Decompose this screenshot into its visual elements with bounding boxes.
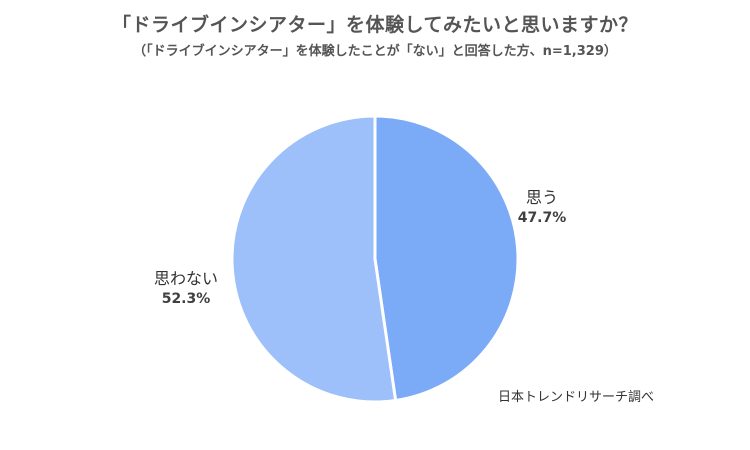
pie-slices — [230, 114, 520, 404]
pie-slice-yes — [373, 114, 520, 403]
chart-subtitle: （「ドライブインシアター」を体験したことが「ない」と回答した方、n=1,329） — [133, 44, 617, 59]
slice-label-no: 思わない 52.3% — [140, 268, 232, 308]
slice-label-no-name: 思わない — [153, 269, 218, 288]
slice-label-yes: 思う 47.7% — [512, 187, 572, 227]
source-credit: 日本トレンドリサーチ調べ — [498, 390, 655, 405]
chart-title: 「ドライブインシアター」を体験してみたいと思いますか？ — [112, 14, 638, 36]
slice-label-yes-name: 思う — [525, 188, 558, 207]
pie-slice-no — [230, 114, 398, 404]
slice-label-yes-value: 47.7% — [517, 209, 567, 226]
slice-label-no-value: 52.3% — [161, 290, 211, 307]
